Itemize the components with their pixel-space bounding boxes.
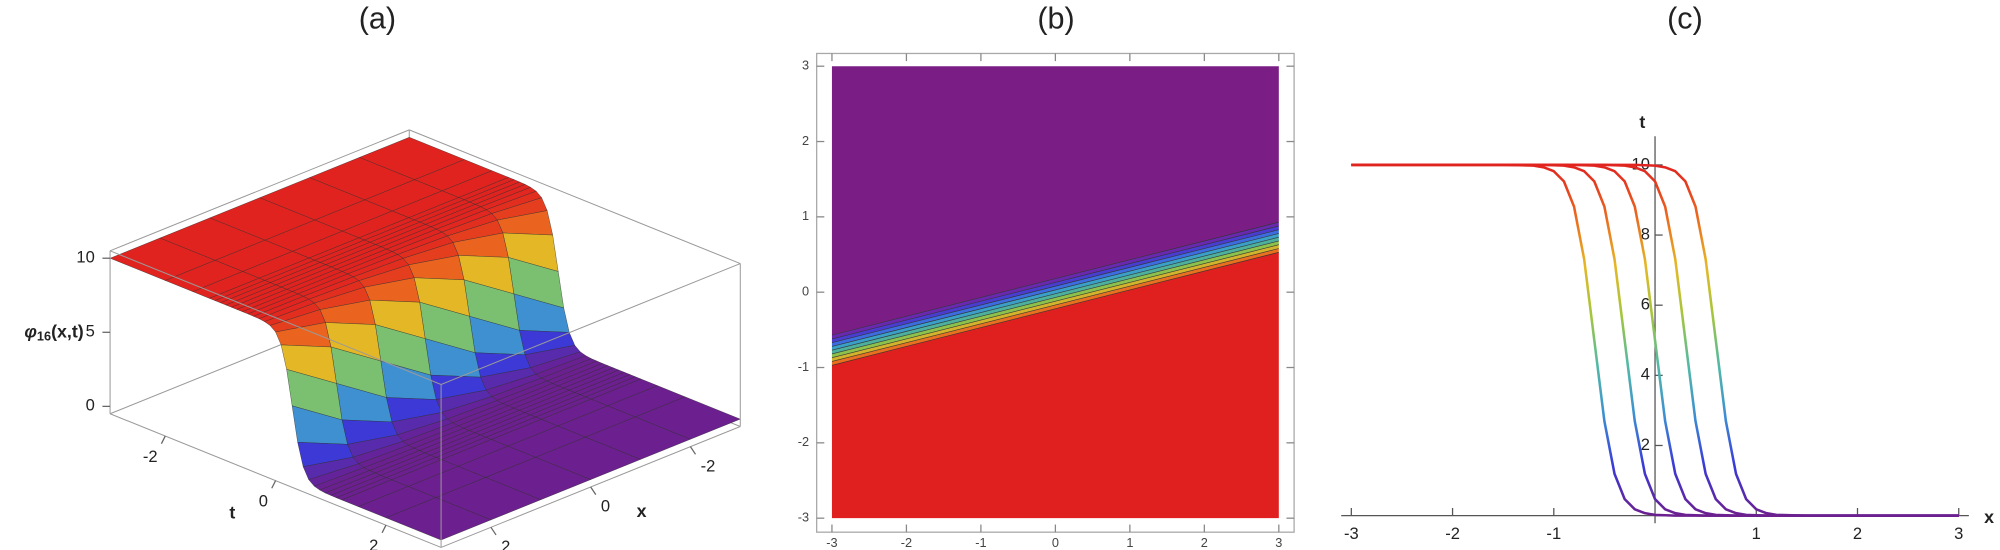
x-tick — [590, 486, 597, 495]
x-tick-label: -1 — [1546, 524, 1561, 543]
contour-line — [831, 229, 1279, 343]
y-tick-label: 0 — [802, 284, 809, 299]
contour-band — [831, 248, 1279, 366]
x-tick-label: -2 — [701, 456, 716, 475]
panel-title: (a) — [359, 1, 396, 35]
y-tick-label: 2 — [802, 133, 809, 148]
x-axis-label: x — [637, 501, 647, 521]
z-axis-label: φ16(x,t) — [24, 321, 83, 344]
z-label-base: φ — [24, 321, 37, 341]
y-tick-label: 2 — [1641, 435, 1650, 454]
panel-title: (c) — [1667, 1, 1703, 35]
contour-line — [831, 236, 1279, 351]
contour-band — [831, 66, 1279, 336]
contour-line — [831, 240, 1279, 355]
x-tick-label: 1 — [1126, 535, 1133, 550]
contour-line — [831, 251, 1279, 366]
x-tick-label: 0 — [601, 497, 610, 516]
contour-band — [831, 244, 1279, 362]
x-tick-label: -3 — [1344, 524, 1359, 543]
t-tick-label: -2 — [143, 447, 158, 466]
y-axis-label: t — [1639, 112, 1645, 132]
contour-line — [831, 221, 1279, 336]
z-label-sub: 16 — [37, 329, 51, 344]
x-tick-label: -2 — [901, 535, 912, 550]
x-tick-label: 2 — [1201, 535, 1208, 550]
x-tick-label: 0 — [1052, 535, 1059, 550]
y-tick-label: -2 — [798, 434, 809, 449]
curve — [1351, 163, 1959, 517]
contour-band — [831, 233, 1279, 351]
y-tick-label: 4 — [1641, 365, 1650, 384]
contour-line — [831, 244, 1279, 359]
t-axis-label: t — [229, 502, 235, 522]
t-tick-label: 2 — [369, 536, 378, 550]
y-tick-label: -1 — [798, 359, 809, 374]
t-tick — [271, 480, 277, 489]
y-tick-label: -3 — [798, 510, 809, 525]
contour-band — [831, 225, 1279, 343]
y-tick-label: 6 — [1641, 295, 1650, 314]
x-tick-label: 3 — [1954, 524, 1963, 543]
t-tick — [160, 435, 166, 444]
x-tick-label: 3 — [1275, 535, 1282, 550]
box-edge — [440, 263, 741, 385]
x-tick-label: -3 — [826, 535, 837, 550]
x-axis-label: x — [1984, 507, 1994, 527]
panel-title: (b) — [1037, 1, 1074, 35]
x-tick-label: 1 — [1752, 524, 1761, 543]
contour-line — [831, 225, 1279, 340]
box-edge — [109, 129, 410, 252]
box-edge — [409, 129, 741, 265]
y-tick-label: 8 — [1641, 224, 1650, 243]
x-tick-label: -2 — [1445, 524, 1460, 543]
contour-band — [831, 252, 1279, 519]
contour-line — [831, 233, 1279, 347]
contour-band — [831, 222, 1279, 339]
z-label-rest: (x,t) — [51, 321, 84, 341]
contour-band — [831, 229, 1279, 347]
contour-band — [831, 237, 1279, 354]
x-tick — [490, 526, 497, 536]
x-tick-label: 2 — [501, 537, 510, 550]
contour-line — [831, 248, 1279, 362]
x-tick-label: -1 — [975, 535, 986, 550]
x-tick — [689, 446, 697, 455]
t-tick — [381, 524, 387, 534]
contour-band — [831, 240, 1279, 358]
y-tick-label: 1 — [802, 208, 809, 223]
z-tick-label: 0 — [86, 396, 95, 415]
z-tick-label: 10 — [76, 248, 94, 267]
t-tick-label: 0 — [259, 492, 268, 511]
box-edge — [109, 250, 442, 385]
y-tick-label: 3 — [802, 58, 809, 73]
x-tick-label: 2 — [1853, 524, 1862, 543]
z-tick-label: 5 — [86, 322, 95, 341]
